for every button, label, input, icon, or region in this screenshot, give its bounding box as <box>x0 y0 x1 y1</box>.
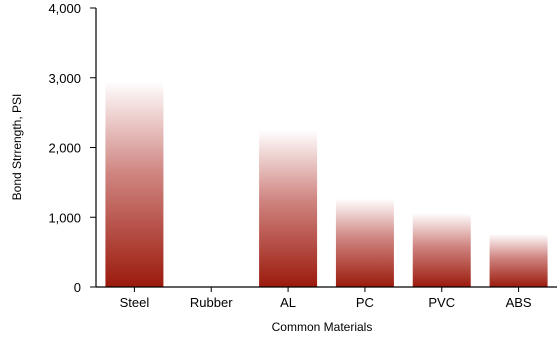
bar-abs <box>489 233 548 287</box>
x-tick-label: Rubber <box>190 295 233 310</box>
y-tick-label: 0 <box>74 280 81 295</box>
y-tick-label: 3,000 <box>48 71 81 86</box>
labels-layer: Steel Rubber AL PC PVC ABS 0 1,000 2,000 3,000 4,0… <box>48 1 531 310</box>
y-tick-label: 4,000 <box>48 1 81 16</box>
bar-pc <box>335 198 394 287</box>
x-tick-label: Steel <box>120 295 150 310</box>
x-axis-title: Common Materials <box>272 320 373 334</box>
x-tick-label: AL <box>280 295 296 310</box>
axes-layer <box>90 7 557 292</box>
bar-pvc <box>412 213 471 287</box>
x-tick-label: PVC <box>428 295 455 310</box>
bar-steel <box>105 81 164 287</box>
y-tick-label: 1,000 <box>48 210 81 225</box>
bar-al <box>259 130 318 287</box>
x-tick-label: PC <box>356 295 374 310</box>
bars-layer <box>105 81 548 287</box>
x-tick-label: ABS <box>506 295 532 310</box>
y-axis-title: Bond Strrength, PSI <box>10 94 24 201</box>
y-tick-label: 2,000 <box>48 141 81 156</box>
